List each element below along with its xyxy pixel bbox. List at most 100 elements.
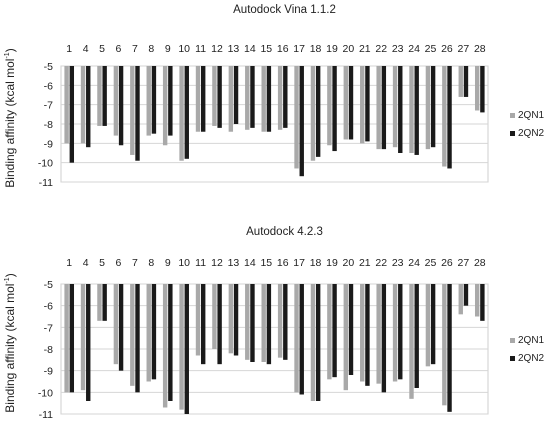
x-category-label: 8 — [148, 257, 154, 269]
x-category-label: 15 — [260, 257, 272, 269]
x-category-label: 11 — [195, 257, 206, 269]
bar-2qn2 — [217, 66, 222, 128]
y-tick-label: -5 — [44, 279, 53, 291]
x-category-label: 24 — [408, 43, 420, 55]
bar-2qn1 — [474, 284, 480, 317]
bar-2qn1 — [179, 66, 184, 161]
y-axis-label-close: ) — [3, 273, 17, 277]
bar-2qn1 — [195, 284, 201, 356]
bar-2qn2 — [447, 66, 452, 169]
chart-title: Autodock 4.2.3 — [246, 226, 323, 238]
bar-2qn2 — [102, 66, 107, 126]
x-category-label: 1 — [66, 43, 72, 55]
x-category-label: 23 — [392, 257, 404, 269]
bar-2qn1 — [392, 66, 398, 148]
x-category-label: 1 — [66, 257, 72, 269]
bar-2qn1 — [146, 284, 151, 382]
bar-2qn1 — [376, 284, 381, 384]
bar-2qn2 — [151, 66, 157, 134]
y-tick-label: -6 — [44, 80, 53, 92]
bar-2qn2 — [299, 66, 304, 177]
x-category-label: 26 — [441, 257, 453, 269]
bar-2qn2 — [233, 66, 239, 124]
bar-2qn2 — [135, 284, 140, 393]
bar-2qn2 — [447, 284, 452, 412]
bar-2qn2 — [365, 284, 370, 386]
bar-2qn2 — [463, 66, 469, 97]
bar-2qn1 — [97, 284, 102, 321]
bar-2qn1 — [277, 284, 283, 358]
x-category-label: 25 — [425, 43, 437, 55]
bar-2qn2 — [168, 284, 173, 401]
y-tick-label: -9 — [44, 138, 53, 150]
x-category-label: 8 — [148, 43, 154, 55]
bar-2qn1 — [162, 284, 168, 408]
bar-2qn1 — [80, 66, 86, 144]
bar-2qn2 — [168, 66, 173, 136]
bar-2qn2 — [348, 66, 354, 140]
bar-2qn2 — [398, 66, 403, 153]
bar-2qn1 — [277, 66, 283, 130]
legend-label: 2QN2 — [518, 353, 545, 364]
bar-2qn1 — [294, 284, 299, 393]
bar-2qn2 — [365, 66, 370, 142]
bar-2qn2 — [315, 66, 321, 157]
bar-2qn1 — [195, 66, 201, 132]
x-category-label: 16 — [277, 257, 289, 269]
y-axis-label: Binding affinity (kcal mol-1) — [3, 48, 17, 187]
bar-2qn2 — [414, 66, 419, 155]
y-tick-label: -7 — [44, 100, 53, 112]
bar-2qn1 — [425, 66, 431, 150]
bar-2qn1 — [409, 284, 414, 399]
legend-label: 2QN1 — [518, 335, 545, 346]
legend-swatch — [510, 113, 515, 118]
bar-2qn2 — [233, 284, 239, 356]
bar-2qn1 — [474, 66, 480, 111]
x-category-label: 26 — [441, 43, 453, 55]
x-category-label: 10 — [178, 43, 190, 55]
bar-2qn1 — [310, 284, 316, 401]
bar-2qn1 — [212, 284, 217, 349]
legend-label: 2QN2 — [518, 128, 545, 139]
x-category-label: 27 — [458, 257, 470, 269]
x-category-label: 19 — [326, 43, 338, 55]
bar-2qn1 — [261, 66, 266, 132]
bar-2qn2 — [200, 66, 206, 132]
y-tick-label: -5 — [44, 61, 53, 73]
bar-2qn2 — [102, 284, 107, 321]
bar-2qn1 — [130, 66, 135, 155]
bar-2qn2 — [463, 284, 469, 306]
x-category-label: 19 — [326, 257, 338, 269]
bar-2qn1 — [228, 66, 234, 132]
bar-2qn2 — [381, 66, 387, 150]
x-category-label: 22 — [375, 257, 387, 269]
y-tick-label: -10 — [38, 387, 53, 399]
y-tick-label: -11 — [39, 409, 54, 421]
bar-2qn1 — [130, 284, 135, 386]
x-category-label: 9 — [165, 257, 171, 269]
bar-2qn2 — [266, 284, 272, 365]
bar-2qn1 — [113, 284, 119, 365]
legend-swatch — [510, 131, 515, 136]
bar-2qn2 — [250, 284, 255, 362]
bar-2qn1 — [245, 284, 250, 360]
bar-2qn1 — [310, 66, 316, 161]
x-category-label: 16 — [277, 43, 289, 55]
x-category-label: 13 — [228, 257, 240, 269]
bar-2qn2 — [135, 66, 140, 161]
bar-2qn1 — [376, 66, 381, 150]
bar-2qn2 — [184, 66, 189, 159]
x-category-label: 28 — [474, 43, 486, 55]
x-category-label: 7 — [132, 43, 138, 55]
legend-label: 2QN1 — [518, 110, 545, 121]
bar-2qn1 — [360, 284, 365, 382]
bar-2qn1 — [80, 284, 86, 391]
y-tick-label: -10 — [38, 158, 53, 170]
bar-2qn1 — [97, 66, 102, 126]
x-category-label: 24 — [408, 257, 420, 269]
bar-2qn2 — [266, 66, 272, 132]
bar-2qn1 — [327, 284, 332, 380]
bar-2qn2 — [348, 284, 354, 375]
